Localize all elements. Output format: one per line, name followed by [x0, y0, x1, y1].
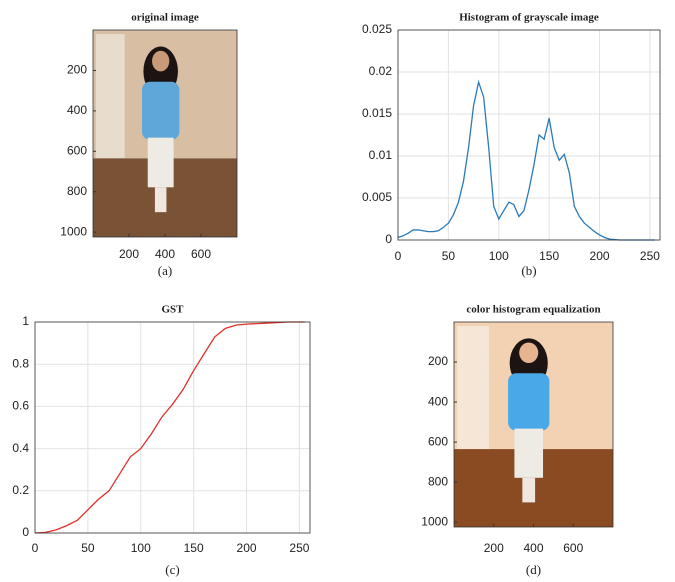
y-tick-label: 1: [22, 314, 29, 328]
axes-box: [92, 29, 238, 238]
x-tick-label: 250: [289, 541, 309, 555]
x-tick-label: 50: [81, 541, 95, 555]
photo-sweater: [508, 373, 550, 431]
x-tick-label: 200: [484, 541, 504, 555]
y-tick-label: 0.2: [12, 483, 29, 497]
y-tick-label: 0.025: [362, 22, 392, 36]
subplot-title: original image: [131, 12, 199, 24]
photo-door: [457, 326, 489, 450]
x-tick-label: 50: [442, 249, 456, 263]
y-tick-label: 0.015: [362, 106, 392, 120]
x-tick-label: 100: [489, 249, 509, 263]
y-tick-label: 0.6: [12, 399, 29, 413]
subplot-label: (c): [165, 562, 179, 577]
y-tick-label: 0: [22, 525, 29, 539]
photo-door: [95, 34, 125, 159]
y-tick-label: 800: [428, 474, 448, 488]
y-tick-label: 200: [67, 63, 87, 77]
data-line: [34, 321, 305, 534]
x-tick-label: 250: [640, 249, 660, 263]
x-tick-label: 150: [184, 541, 204, 555]
y-tick-label: 0.005: [362, 190, 392, 204]
photo-legs: [154, 187, 167, 213]
subplot-title: Histogram of grayscale image: [459, 12, 599, 24]
y-tick-label: 400: [428, 394, 448, 408]
y-tick-label: 600: [428, 434, 448, 448]
photo-skirt: [514, 428, 544, 478]
y-tick-label: 0.4: [12, 441, 29, 455]
data-line: [397, 79, 655, 241]
subplot: 200 400 600 200 400 600 800 1000 original image (…: [60, 12, 238, 278]
x-tick-label: 400: [523, 541, 543, 555]
subplot: 0 50 100 150 200 250 0 0.2 0.4 0.6 0.8 1 GST (c): [12, 304, 311, 577]
y-tick-label: 400: [67, 103, 87, 117]
x-tick-label: 150: [539, 249, 559, 263]
axes-box: [397, 29, 661, 241]
photo-legs: [522, 477, 536, 503]
y-tick-label: 0.02: [369, 64, 393, 78]
plot-area: [35, 322, 310, 533]
subplot-label: (b): [521, 263, 536, 278]
y-tick-label: 1000: [60, 224, 87, 238]
x-tick-label: 200: [119, 247, 139, 261]
x-tick-label: 0: [32, 541, 39, 555]
subplot: 0 50 100 150 200 250 0 0.005 0.01 0.015 0.02 0.025 H…: [362, 12, 661, 278]
subplot-title: color histogram equalization: [466, 304, 600, 316]
x-tick-label: 600: [191, 247, 211, 261]
x-tick-label: 0: [395, 249, 402, 263]
y-tick-label: 0: [385, 232, 392, 246]
subplot: 200 400 600 200 400 600 800 1000 color histogram…: [421, 304, 614, 577]
axes-box: [453, 321, 614, 528]
x-tick-label: 600: [563, 541, 583, 555]
y-tick-label: 200: [428, 354, 448, 368]
x-tick-label: 400: [155, 247, 175, 261]
y-tick-label: 600: [67, 143, 87, 157]
subplot-label: (d): [526, 562, 541, 577]
x-tick-label: 200: [590, 249, 610, 263]
x-tick-label: 100: [131, 541, 151, 555]
photo-sweater: [141, 81, 180, 140]
x-tick-label: 200: [237, 541, 257, 555]
subplot-label: (a): [158, 263, 172, 278]
photo-skirt: [147, 137, 174, 188]
subplot-title: GST: [161, 304, 184, 316]
plot-area: [398, 30, 660, 240]
photo-face: [152, 50, 170, 72]
photo-face: [519, 342, 539, 363]
axes-box: [34, 321, 311, 534]
y-tick-label: 800: [67, 184, 87, 198]
y-tick-label: 0.8: [12, 356, 29, 370]
y-tick-label: 1000: [421, 514, 448, 528]
y-tick-label: 0.01: [369, 148, 393, 162]
